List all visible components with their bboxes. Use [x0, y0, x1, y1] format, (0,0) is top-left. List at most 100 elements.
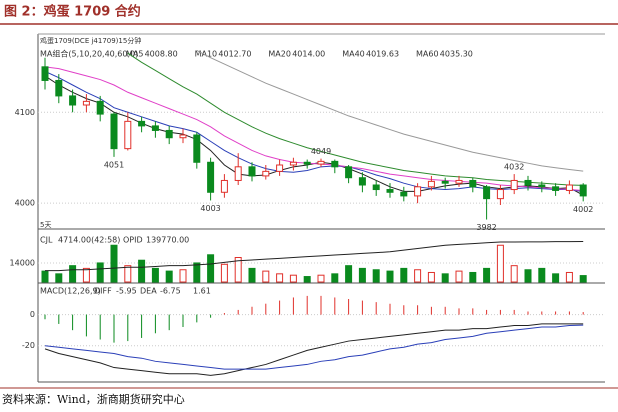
volume-bar: [41, 270, 49, 283]
legend-value: 4019.63: [366, 50, 399, 59]
legend-value: 139770.00: [146, 236, 189, 245]
volume-bar: [400, 267, 408, 283]
candle-body: [317, 160, 325, 165]
candle-body: [55, 79, 63, 97]
volume-bar: [165, 270, 173, 283]
annotation: 4049: [311, 147, 331, 156]
line-ma40: [127, 52, 584, 186]
volume-bar: [124, 265, 132, 283]
legend-value: 4008.80: [145, 50, 178, 59]
candle-body: [427, 180, 435, 188]
volume-bar: [524, 269, 532, 283]
volume-bar: [82, 267, 90, 283]
legend-name: MA40: [342, 50, 365, 59]
candle-body: [110, 113, 118, 150]
legend-value: -6.75: [160, 287, 181, 296]
volume-bar: [55, 273, 63, 283]
line-diff: [44, 323, 584, 376]
volume-bar: [276, 273, 284, 283]
legend-value: 4714.00(42:58): [58, 236, 120, 245]
candle-body: [331, 160, 339, 168]
candle-body: [496, 189, 504, 200]
candle-body: [510, 179, 518, 191]
volume-bar: [220, 263, 228, 283]
candle-body: [165, 129, 173, 139]
candle-body: [303, 161, 311, 165]
volume-bar: [579, 275, 587, 283]
legend-value: 4012.70: [218, 50, 251, 59]
candle-body: [220, 179, 228, 193]
candle-body: [248, 166, 256, 177]
ma-legend-title: MA组合(5,10,20,40,60,0): [40, 49, 138, 59]
volume-bar: [372, 269, 380, 283]
volume-bar: [427, 271, 435, 283]
candle-body: [289, 161, 297, 166]
candle-body: [124, 120, 132, 150]
candle-body: [372, 184, 380, 191]
volume-bar: [289, 274, 297, 283]
volume-bar: [248, 267, 256, 283]
candle-body: [400, 191, 408, 197]
candle-body: [151, 125, 159, 131]
legend-value: -5.95: [116, 287, 137, 296]
annotation: 4032: [504, 163, 524, 172]
candle-body: [469, 179, 477, 188]
line-ma60: [196, 50, 584, 172]
figure-title: 图 2：鸡蛋 1709 合约: [4, 4, 141, 20]
candle-body: [524, 179, 532, 186]
candle-body: [207, 161, 215, 193]
legend-name: DEA: [140, 287, 157, 296]
legend-name: OPID: [123, 236, 143, 245]
volume-bar: [179, 269, 187, 283]
volume-bar: [552, 273, 560, 283]
volume-bar: [234, 257, 242, 283]
volume-bar: [510, 265, 518, 283]
candle-body: [565, 184, 573, 191]
line-ma20: [44, 66, 584, 191]
candle-body: [538, 184, 546, 188]
source: 资料来源：Wind，浙商期货研究中心: [2, 392, 185, 406]
volume-bar: [262, 270, 270, 283]
volume-bar: [207, 254, 215, 283]
legend-name: CJL: [40, 236, 53, 245]
volume-bar: [483, 267, 491, 283]
volume-bar: [345, 265, 353, 283]
volume-bar: [496, 244, 504, 283]
volume-bar: [193, 262, 201, 283]
legend-value: 4035.30: [440, 50, 473, 59]
volume-bar: [441, 273, 449, 283]
chart-title: 鸡蛋1709(DCE j41709)15分钟: [40, 36, 141, 45]
candle-body: [345, 166, 353, 179]
volume-bar: [151, 267, 159, 283]
plot: 4000 4100 鸡蛋1709(DCE j41709)15分钟 5天 MA组合(5,1…: [10, 33, 605, 383]
y-tick-label: 0: [30, 310, 35, 319]
volume-bar: [69, 265, 77, 283]
candle-body: [276, 164, 284, 172]
legend-name: MA20: [268, 50, 291, 59]
line-ma10: [44, 70, 584, 193]
volume-bar: [303, 276, 311, 283]
candle-body: [234, 166, 242, 181]
volume-bar: [317, 274, 325, 283]
legend-name: MACD(12,26,9): [40, 287, 101, 296]
legend-name: MA5: [126, 50, 143, 59]
candle-body: [41, 66, 49, 81]
period-label: 5天: [40, 221, 51, 229]
volume-bar: [565, 271, 573, 283]
candle-body: [262, 170, 270, 177]
legend-name: MA10: [195, 50, 218, 59]
candle-body: [138, 120, 146, 127]
line-dea: [44, 324, 584, 370]
legend-value: 1.61: [193, 287, 211, 296]
annotation: 3982: [476, 223, 496, 232]
volume-bar: [414, 269, 422, 283]
volume-bar: [469, 271, 477, 283]
candle-body: [441, 180, 449, 184]
volume-bar: [538, 267, 546, 283]
candle-body: [386, 189, 394, 193]
candle-body: [483, 186, 491, 200]
legend-name: MA60: [416, 50, 439, 59]
candle-body: [82, 100, 90, 106]
